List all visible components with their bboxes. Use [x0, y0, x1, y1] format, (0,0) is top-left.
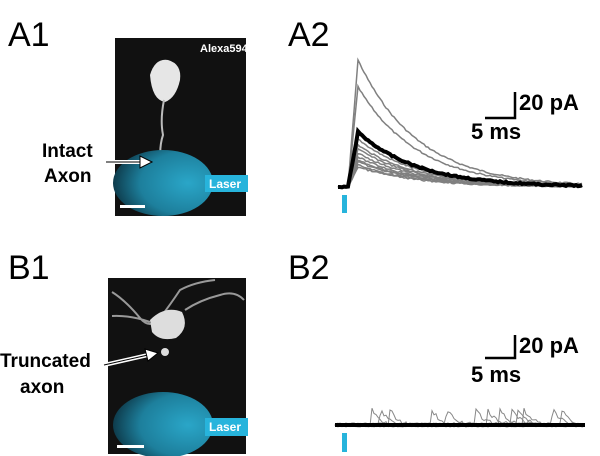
laser-label: Laser: [209, 177, 241, 191]
panel-label: B2: [288, 249, 330, 287]
arrow-label: axon: [20, 377, 64, 398]
arrow-label: Truncated: [0, 351, 91, 372]
stimulus: [342, 195, 347, 213]
arrow-label: Axon: [44, 166, 92, 187]
scale-label: 20 pA: [519, 90, 579, 115]
micrograph: Alexa594 Laser: [113, 38, 249, 216]
micrograph: Laser: [108, 278, 248, 456]
panel-label: A2: [288, 16, 330, 54]
arrow-label: Intact: [42, 141, 93, 162]
scale-label: 20 pA: [519, 333, 579, 358]
dye-label: Alexa594: [200, 43, 249, 55]
arrow: [106, 155, 154, 169]
traces: [337, 57, 583, 190]
trace: [337, 83, 583, 188]
stimulus: [342, 433, 347, 452]
laser-label: Laser: [209, 420, 241, 434]
scale-bar: [485, 335, 517, 360]
scale-label: 5 ms: [471, 119, 521, 144]
panel-label: B1: [8, 249, 50, 287]
scale-bar: [485, 92, 517, 120]
scale-label: 5 ms: [471, 362, 521, 387]
panel-label: A1: [8, 16, 50, 54]
arrow: [103, 348, 160, 367]
traces: [334, 407, 585, 429]
trace: [338, 126, 583, 190]
